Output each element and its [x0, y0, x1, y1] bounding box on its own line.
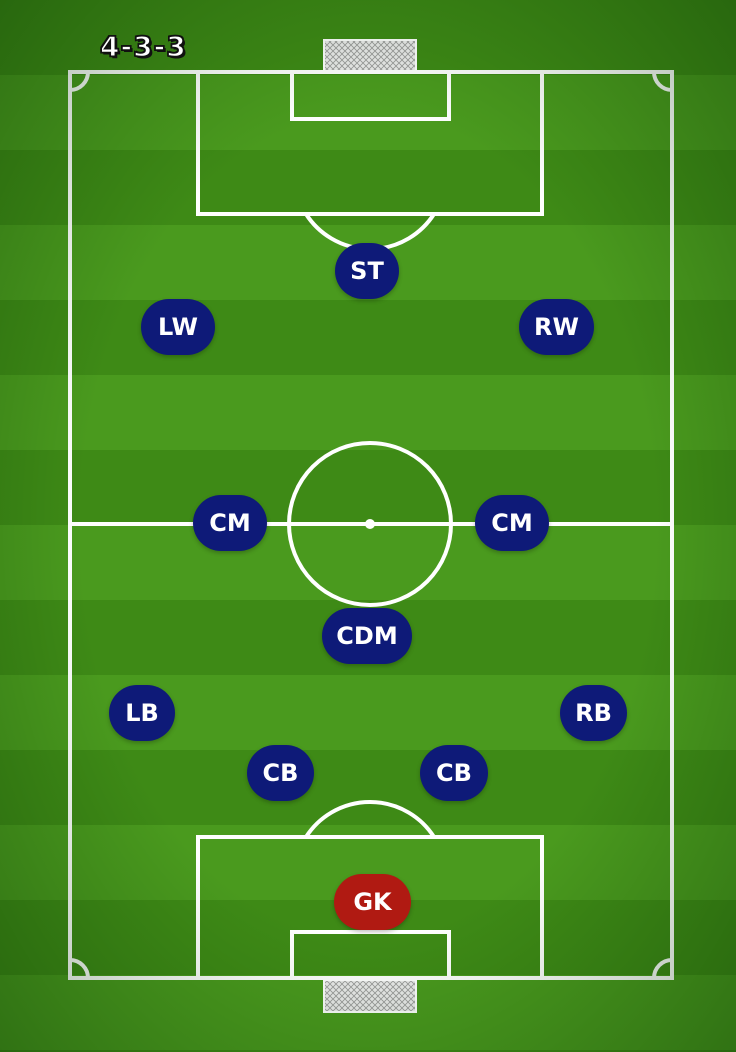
- player-gk[interactable]: GK: [334, 874, 411, 930]
- player-cm-left[interactable]: CM: [193, 495, 267, 551]
- player-lb[interactable]: LB: [109, 685, 175, 741]
- top-goal-net: [323, 39, 417, 73]
- player-cm-right[interactable]: CM: [475, 495, 549, 551]
- bottom-goal-area: [290, 930, 451, 980]
- corner-arc-bottom-left: [69, 958, 90, 979]
- player-cb-right[interactable]: CB: [420, 745, 488, 801]
- center-circle: [287, 441, 453, 607]
- player-st[interactable]: ST: [335, 243, 399, 299]
- player-lw[interactable]: LW: [141, 299, 215, 355]
- top-goal-area: [290, 70, 451, 121]
- bottom-goal-net: [323, 979, 417, 1013]
- formation-title: 4-3-3: [99, 29, 187, 64]
- player-rb[interactable]: RB: [560, 685, 627, 741]
- corner-arc-top-left: [69, 71, 90, 92]
- player-cdm[interactable]: CDM: [322, 608, 412, 664]
- corner-arc-bottom-right: [652, 958, 673, 979]
- player-cb-left[interactable]: CB: [247, 745, 314, 801]
- corner-arc-top-right: [652, 71, 673, 92]
- player-rw[interactable]: RW: [519, 299, 594, 355]
- bottom-penalty-arc: [304, 800, 436, 839]
- center-spot: [365, 519, 375, 529]
- top-penalty-area: [196, 70, 544, 216]
